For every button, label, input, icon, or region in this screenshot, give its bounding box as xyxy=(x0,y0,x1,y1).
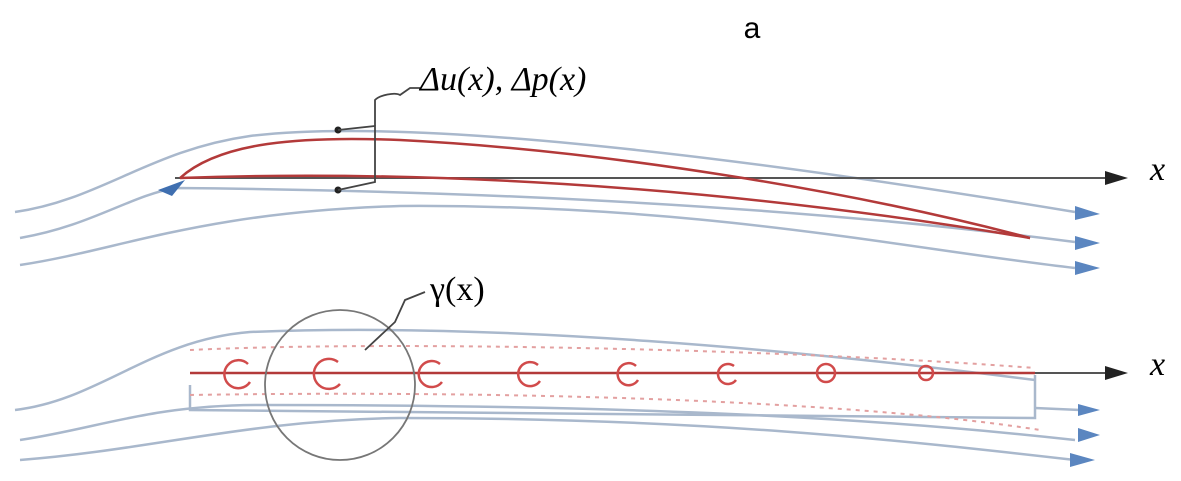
arrowhead xyxy=(1075,206,1100,220)
axis-label: x xyxy=(1149,151,1165,188)
streamline xyxy=(20,405,1075,440)
streamline xyxy=(15,330,1035,410)
arrowhead xyxy=(1075,236,1100,250)
arrowhead xyxy=(1075,261,1100,275)
arrowhead xyxy=(1105,171,1128,185)
streamline xyxy=(15,131,1075,212)
arrowhead xyxy=(1070,453,1095,467)
streamline xyxy=(20,188,1075,242)
streamline xyxy=(1035,408,1080,410)
arrowhead xyxy=(1105,366,1128,380)
annotation: Δu(x), Δp(x) xyxy=(418,61,586,98)
annotation: γ(x) xyxy=(429,271,485,308)
panel-label: a xyxy=(744,12,761,45)
leader xyxy=(365,292,425,350)
arrowhead xyxy=(1078,404,1100,416)
top-panel: Δu(x), Δp(x) x xyxy=(15,61,1165,275)
bottom-panel: γ(x) x xyxy=(15,271,1165,467)
arrowhead xyxy=(1078,428,1100,442)
axis-label: x xyxy=(1149,346,1165,383)
streamline xyxy=(20,206,1075,268)
diagram: a Δu(x), Δp(x) x xyxy=(0,0,1181,481)
